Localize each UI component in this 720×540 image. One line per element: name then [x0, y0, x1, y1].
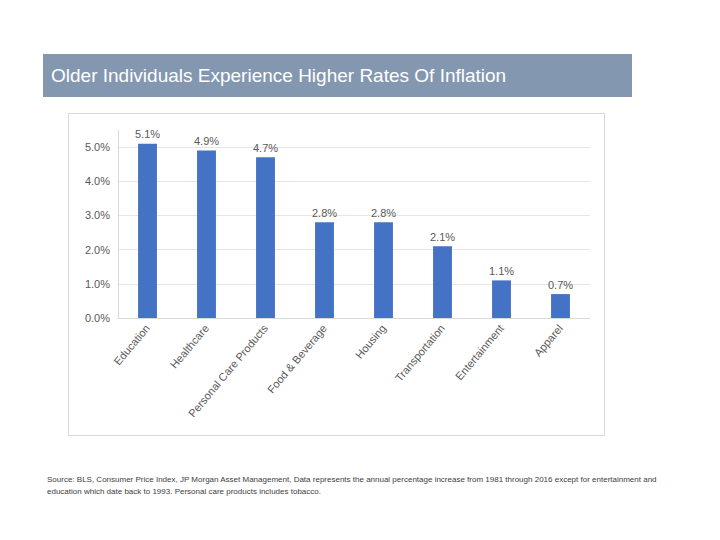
svg-text:Food & Beverage: Food & Beverage — [265, 322, 329, 395]
svg-text:0.0%: 0.0% — [85, 312, 110, 324]
svg-text:0.7%: 0.7% — [548, 279, 573, 291]
svg-text:Personal Care Products: Personal Care Products — [186, 322, 271, 420]
svg-text:2.8%: 2.8% — [371, 207, 396, 219]
svg-text:2.0%: 2.0% — [85, 244, 110, 256]
html-text:Source: BLS, Consumer Price In: Source: BLS, Consumer Price Index, JP Mo… — [47, 475, 657, 496]
svg-text:4.0%: 4.0% — [85, 175, 110, 187]
svg-text:Entertainment: Entertainment — [453, 322, 506, 382]
svg-text:4.9%: 4.9% — [194, 135, 219, 147]
svg-text:Housing: Housing — [353, 322, 388, 361]
svg-text:2.8%: 2.8% — [312, 207, 337, 219]
svg-text:1.1%: 1.1% — [489, 265, 514, 277]
svg-text:5.0%: 5.0% — [85, 141, 110, 153]
html-text:Older Individuals Experience H: Older Individuals Experience Higher Rate… — [51, 65, 507, 86]
svg-text:Transportation: Transportation — [393, 322, 448, 384]
svg-text:Healthcare: Healthcare — [168, 322, 211, 370]
svg-text:3.0%: 3.0% — [85, 209, 110, 221]
svg-text:1.0%: 1.0% — [85, 278, 110, 290]
svg-text:4.7%: 4.7% — [253, 142, 278, 154]
svg-text:2.1%: 2.1% — [430, 231, 455, 243]
svg-text:5.1%: 5.1% — [135, 128, 160, 140]
svg-text:Apparel: Apparel — [532, 322, 566, 359]
svg-text:Education: Education — [111, 322, 152, 367]
